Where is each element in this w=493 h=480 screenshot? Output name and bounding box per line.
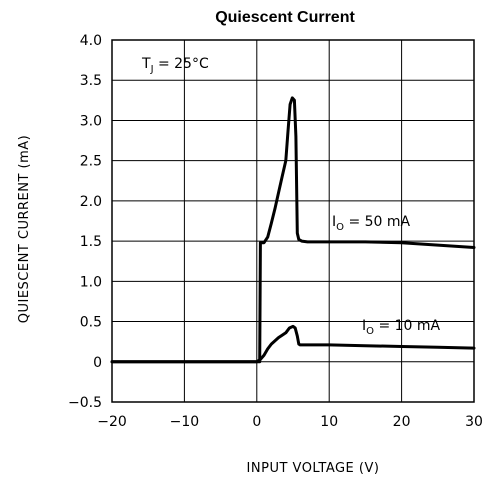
x-tick-label: −20 (97, 414, 127, 430)
y-axis-label: QUIESCENT CURRENT (mA) (17, 135, 32, 324)
series-line-1 (110, 324, 476, 364)
y-tick-label: 4.0 (80, 33, 102, 49)
series-curves (110, 96, 476, 364)
y-tick-label: 0.5 (80, 315, 102, 331)
y-tick-label: −0.5 (68, 395, 102, 411)
y-tick-label: 3.5 (80, 73, 102, 89)
chart-title: Quiescent Current (215, 9, 355, 26)
y-tick-label: 3.0 (80, 113, 102, 129)
cond-sub: J (150, 64, 154, 75)
series-label-50ma: IO = 50 mA (332, 214, 411, 233)
y-tick-label: 1.0 (80, 274, 102, 290)
s1-main: I (362, 318, 366, 334)
series-line-0 (110, 96, 476, 364)
junction-temperature-annotation: TJ = 25°C (141, 56, 209, 75)
cond-main: T (141, 56, 151, 72)
s1-sub: O (366, 326, 374, 337)
x-tick-label: 20 (393, 414, 411, 430)
y-tick-label: 2.0 (80, 194, 102, 210)
cond-rest: = 25°C (154, 56, 209, 72)
x-tick-label: −10 (170, 414, 200, 430)
x-axis-label: INPUT VOLTAGE (V) (247, 461, 380, 476)
x-tick-label: 10 (320, 414, 338, 430)
plot-frame (111, 39, 475, 403)
s0-sub: O (336, 222, 344, 233)
y-tick-label: 2.5 (80, 154, 102, 170)
y-tick-label: 1.5 (80, 234, 102, 250)
s0-main: I (332, 214, 336, 230)
x-tick-label: 0 (252, 414, 261, 430)
s1-rest: = 10 mA (374, 318, 441, 334)
y-tick-labels: 4.0 3.5 3.0 2.5 2.0 1.5 1.0 0.5 0 −0.5 (68, 33, 102, 411)
s0-rest: = 50 mA (344, 214, 411, 230)
x-tick-label: 30 (465, 414, 483, 430)
x-tick-labels: −20 −10 0 10 20 30 (97, 414, 483, 430)
series-label-10ma: IO = 10 mA (362, 318, 441, 337)
y-tick-label: 0 (93, 355, 102, 371)
